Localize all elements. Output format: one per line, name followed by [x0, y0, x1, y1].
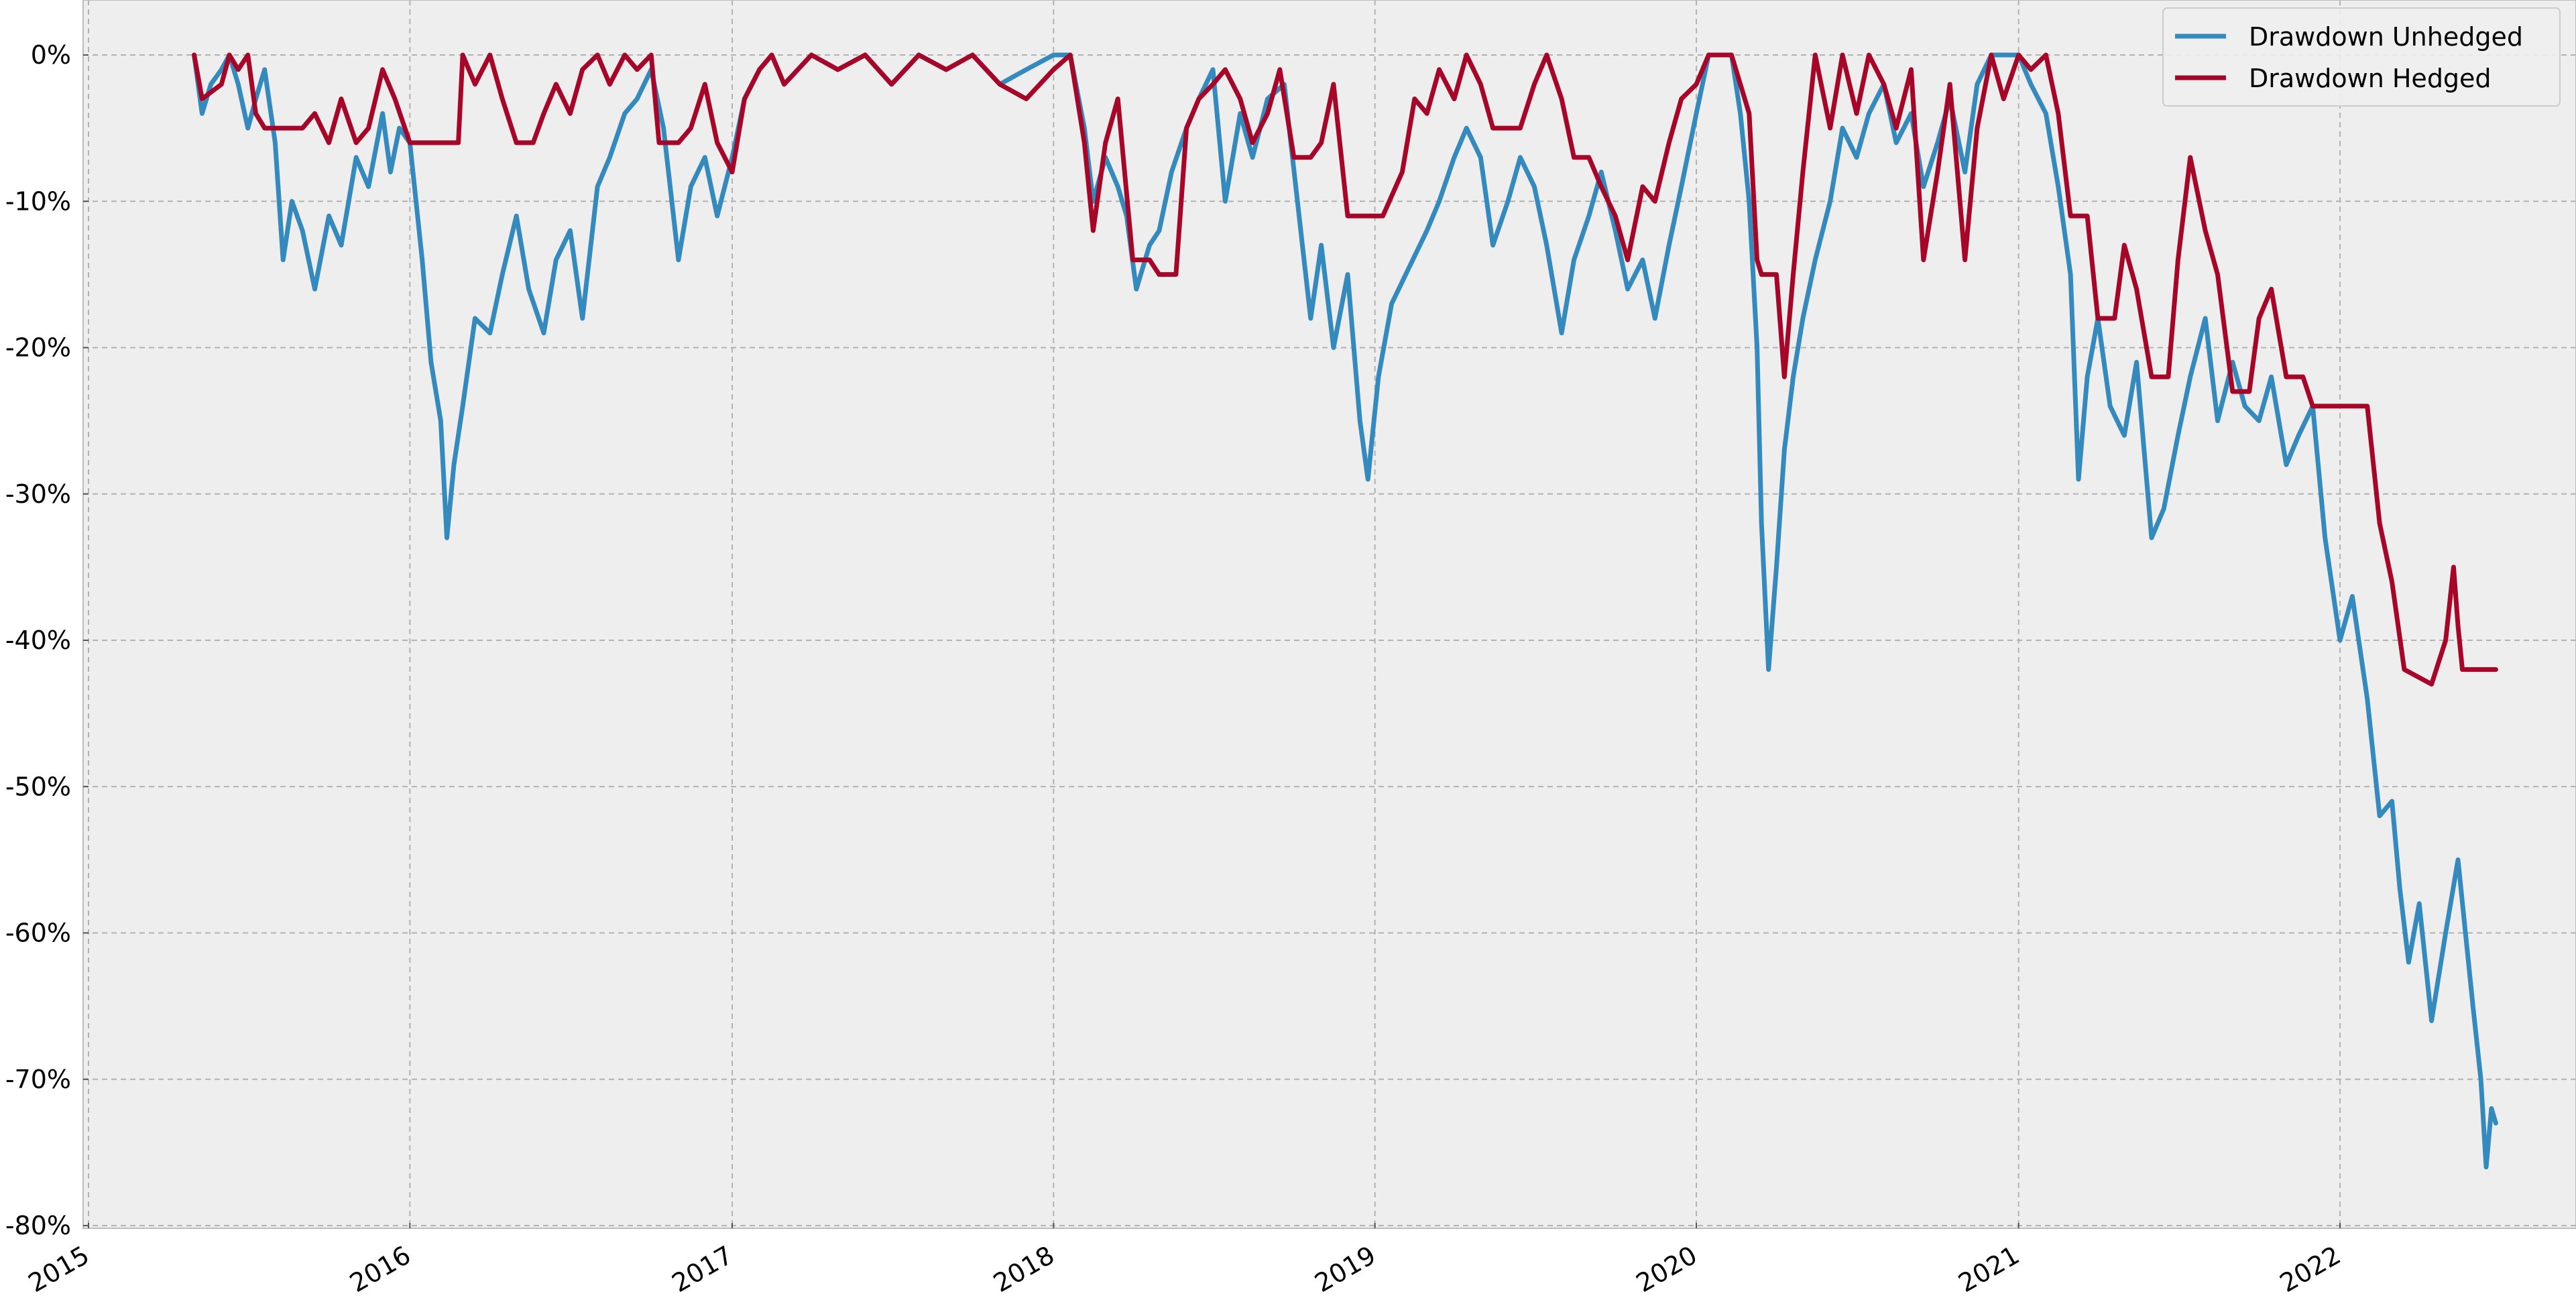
- y-tick-label: -40%: [5, 626, 71, 655]
- plot-border: [82, 0, 2576, 1229]
- grid-lines: [83, 0, 2576, 1228]
- legend: Drawdown Unhedged Drawdown Hedged: [2162, 7, 2561, 107]
- legend-label-hedged: Drawdown Hedged: [2249, 64, 2492, 93]
- y-tick-label: -50%: [5, 772, 71, 801]
- series-layer: [192, 52, 2498, 1170]
- y-tick-label: -30%: [5, 479, 71, 509]
- y-tick-label: -10%: [5, 186, 71, 216]
- y-tick-label: 0%: [31, 40, 71, 70]
- y-tick-label: -70%: [5, 1065, 71, 1094]
- y-axis: 0% -10% -20% -30% -40% -50% -60% -70% -80%: [5, 40, 89, 1240]
- y-tick-label: -20%: [5, 333, 71, 363]
- y-tick-label: -60%: [5, 919, 71, 948]
- series-line-hedged: [192, 52, 2498, 687]
- legend-box: [2162, 7, 2561, 107]
- plot-area: [83, 0, 2576, 1228]
- y-tick-label: -80%: [5, 1211, 71, 1240]
- legend-label-unhedged: Drawdown Unhedged: [2249, 22, 2523, 52]
- series-line-unhedged: [192, 52, 2498, 1170]
